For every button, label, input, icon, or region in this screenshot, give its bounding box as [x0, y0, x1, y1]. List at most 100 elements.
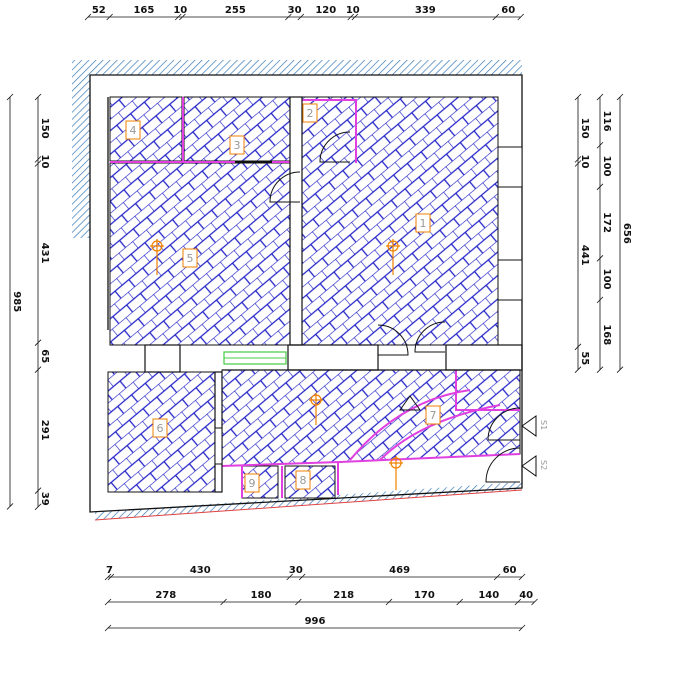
dimension-label: 430: [190, 565, 211, 576]
window: [214, 427, 223, 465]
dimension-tick: [596, 296, 604, 304]
dimension-label: 441: [579, 245, 590, 266]
dimension-tick: [456, 598, 463, 606]
dimension-tick: [179, 13, 186, 21]
dimension-tick: [34, 487, 42, 494]
dimension-label: 60: [501, 5, 515, 16]
room-tag-box: [415, 213, 431, 233]
dimension-tick: [596, 141, 604, 149]
room-tag-4: 4: [125, 120, 141, 140]
dimension-tick: [34, 160, 42, 167]
dimension-tick: [493, 573, 501, 581]
room-number: 7: [430, 409, 437, 422]
entrance-arrow-icon: [521, 415, 537, 437]
dimension-tick: [104, 598, 112, 606]
window: [497, 146, 523, 188]
room-1-floor: [301, 96, 499, 346]
dimension-tick: [596, 366, 604, 373]
dimension-label: 291: [39, 420, 50, 441]
dimension-label: 30: [288, 5, 302, 16]
room-number: 8: [300, 474, 307, 487]
dimension-label: 431: [39, 243, 50, 264]
entrance-s2: S2: [521, 455, 548, 477]
dimension-tick: [298, 573, 306, 581]
dimension-tick: [34, 366, 42, 373]
room-tag-1: 1: [415, 213, 431, 233]
room-tag-3: 3: [229, 135, 245, 155]
dimension-tick: [34, 503, 42, 511]
dimension-tick: [34, 156, 42, 163]
dimension-label: 278: [155, 590, 176, 601]
dimension-lines: 52 165 10 255 30 120 10 339 60150104316529139150…: [6, 5, 632, 632]
outer-walls: [89, 74, 523, 513]
dimension-tick: [34, 93, 42, 101]
dimension-tick: [220, 598, 227, 606]
dimension-label: 55: [579, 351, 590, 365]
dimension-label: 168: [601, 324, 612, 345]
dimension-label: 150: [39, 118, 50, 139]
room-tag-9: 9: [244, 473, 260, 493]
doors: [235, 131, 521, 483]
dimension-label: 120: [315, 5, 336, 16]
entrance-label: S2: [539, 460, 548, 470]
room-7-floor: [221, 369, 521, 467]
dimension-tick: [531, 598, 538, 606]
room-tag-box: [182, 248, 198, 268]
room-tag-box: [152, 418, 168, 438]
dimension-tick: [84, 13, 92, 21]
dimension-tick: [297, 13, 305, 21]
dimension-label: 170: [414, 590, 435, 601]
dimension-tick: [574, 160, 582, 167]
dimension-tick: [574, 156, 582, 163]
dimension-label: 65: [39, 349, 50, 363]
dimension-tick: [295, 598, 302, 606]
room-tag-6: 6: [152, 418, 168, 438]
dimension-tick: [514, 598, 522, 606]
room-number: 6: [157, 422, 164, 435]
room-tag-box: [295, 470, 311, 490]
room-number: 2: [307, 107, 314, 120]
partitions: [110, 97, 521, 498]
room-number: 1: [420, 217, 427, 230]
room-tag-box: [302, 103, 318, 123]
adjacent-wall-hatch: [72, 60, 523, 521]
room-number: 4: [130, 124, 137, 137]
stair-arrow-icon: [399, 395, 421, 411]
dimension-label: 60: [503, 565, 517, 576]
dimension-label: 116: [601, 111, 612, 132]
room-tag-box: [244, 473, 260, 493]
dimension-label: 339: [415, 5, 436, 16]
dimension-label: 10: [346, 5, 360, 16]
dimension-tick: [596, 93, 604, 101]
dimension-label: 40: [519, 590, 533, 601]
dimension-tick: [517, 13, 525, 21]
room-number: 5: [187, 252, 194, 265]
dimension-label: 180: [251, 590, 272, 601]
entrance-label: S1: [539, 420, 548, 430]
dimension-tick: [351, 13, 359, 21]
room-tag-box: [125, 120, 141, 140]
dimension-tick: [385, 598, 393, 606]
dimension-label: 30: [289, 565, 303, 576]
room-number: 9: [249, 477, 256, 490]
room-tag-7: 7: [425, 405, 441, 425]
level-markers: [150, 239, 403, 490]
room-tag-2: 2: [302, 103, 318, 123]
room-tag-5: 5: [182, 248, 198, 268]
room-4-floor: [109, 96, 183, 162]
dimension-label: 172: [601, 212, 612, 233]
dimension-label: 10: [579, 154, 590, 168]
dimension-total: 656: [621, 223, 632, 244]
dimension-tick: [107, 573, 115, 581]
dimension-tick: [596, 255, 604, 262]
dimension-tick: [518, 573, 526, 581]
dimension-label: 255: [225, 5, 246, 16]
dimension-label: 218: [333, 590, 354, 601]
dimension-label: 10: [39, 154, 50, 168]
room-tag-8: 8: [295, 470, 311, 490]
room-number: 3: [234, 139, 241, 152]
dimension-label: 39: [39, 492, 50, 506]
windows: [214, 146, 523, 465]
entrance-s1: S1: [521, 415, 548, 437]
dimension-tick: [285, 13, 292, 21]
